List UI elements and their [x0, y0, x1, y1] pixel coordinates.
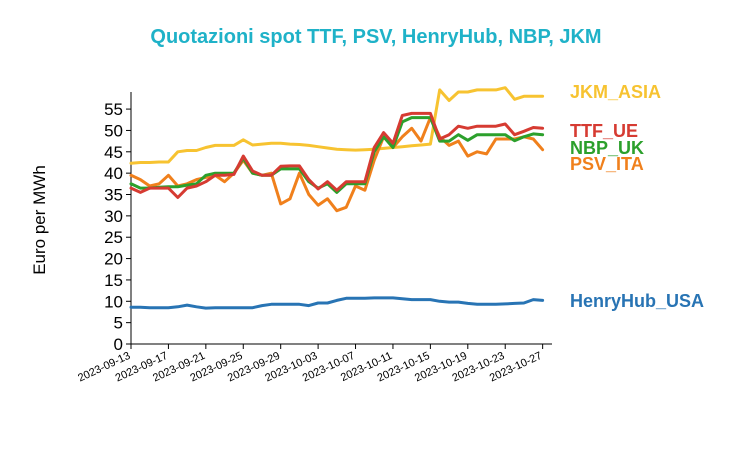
y-tick-label: 5 — [114, 314, 123, 333]
y-tick-label: 0 — [114, 335, 123, 354]
y-tick-label: 55 — [104, 100, 123, 119]
legend-label-nbp-uk: NBP_UK — [570, 138, 644, 158]
y-tick-label: 35 — [104, 186, 123, 205]
series-line-ttf-ue — [129, 111, 545, 199]
y-tick-label: 25 — [104, 228, 123, 247]
series-line-psv-ita — [129, 116, 545, 213]
chart-title: Quotazioni spot TTF, PSV, HenryHub, NBP,… — [150, 26, 602, 48]
legend-label-jkm-asia: JKM_ASIA — [570, 82, 661, 102]
y-tick-label: 10 — [104, 292, 123, 311]
legend-label-henryhub-usa: HenryHub_USA — [570, 291, 704, 311]
legend-label-ttf-ue: TTF_UE — [570, 121, 638, 141]
y-tick-label: 40 — [104, 164, 123, 183]
y-tick-label: 20 — [104, 250, 123, 269]
y-tick-label: 15 — [104, 271, 123, 290]
series-line-henryhub-usa — [129, 296, 545, 310]
y-tick-label: 30 — [104, 207, 123, 226]
legend-label-psv-ita: PSV_ITA — [570, 154, 644, 174]
series-line-jkm-asia — [129, 86, 545, 165]
y-tick-label: 45 — [104, 143, 123, 162]
series-line-nbp-uk — [129, 116, 545, 194]
y-tick-label: 50 — [104, 121, 123, 140]
